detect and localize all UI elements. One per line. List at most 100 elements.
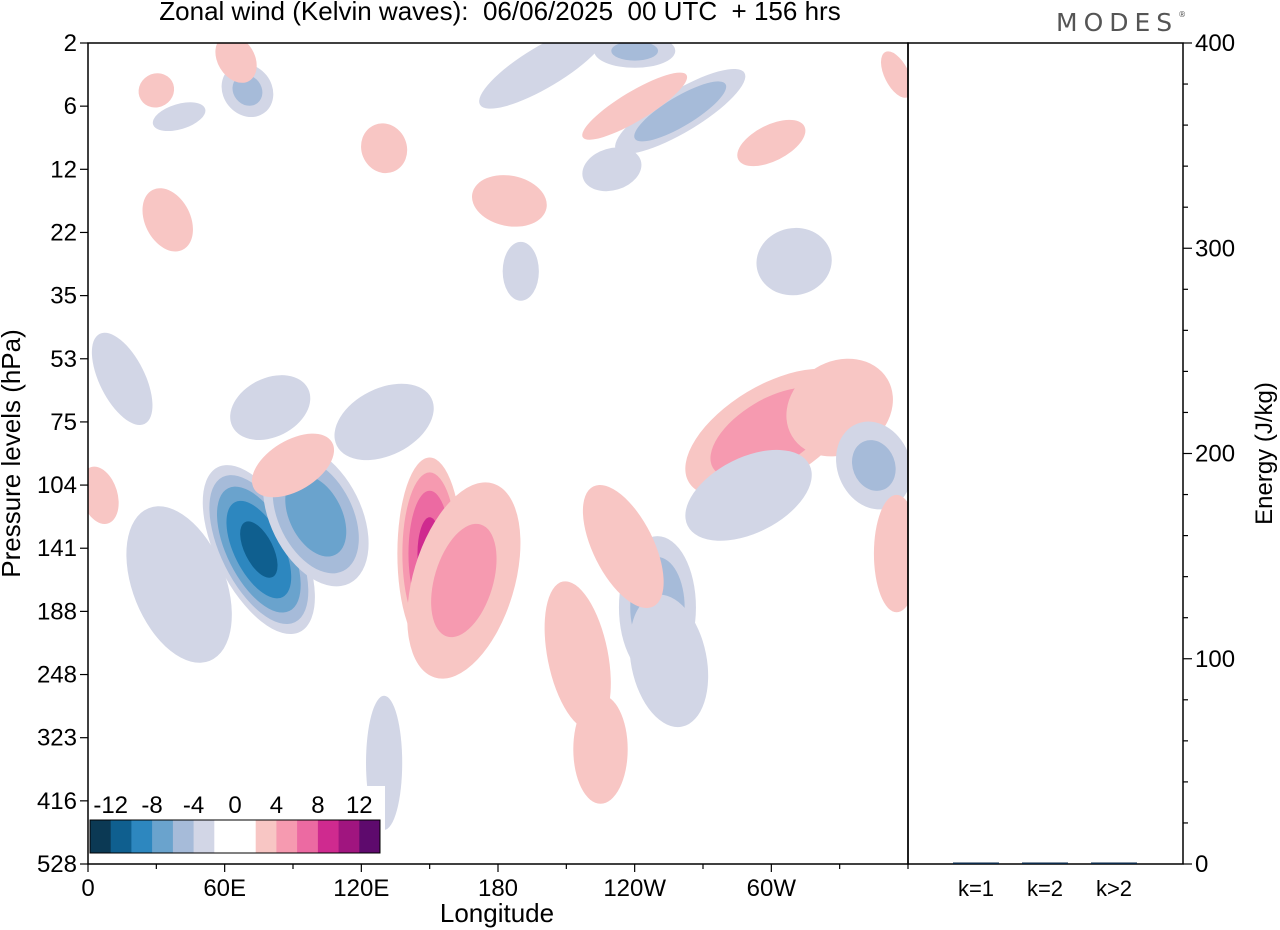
zonal-wind-contours [88,43,908,830]
energy-axis-label: Energy (J/kg) [1251,382,1278,525]
contour-feature [91,332,153,425]
contour-feature [594,43,676,68]
contour-band [611,43,659,61]
contour-band [152,102,206,132]
colorbar-cell [152,820,174,853]
contour-band [361,123,408,174]
contour-feature [126,506,232,663]
y-tick-label: 53 [50,346,77,373]
energy-axes: 0 100 200 300 400 Energy (J/kg) k=1 k=2 k>2 [907,30,1278,901]
contour-band [251,433,335,498]
contour-feature [685,449,812,541]
contour-band [573,694,628,804]
y-tick-label: 188 [37,598,77,625]
colorbar-tick-label: 12 [346,792,373,819]
x-tick-label: 120E [333,875,389,902]
contour-band [544,581,611,730]
contour-feature [334,383,434,461]
contour-feature [251,433,335,498]
y-tick-label: 6 [64,93,77,120]
x-tick-label: 180 [478,875,518,902]
energy-tick-label: 0 [1195,851,1208,878]
energy-category-label: k=1 [958,876,994,901]
contour-band [629,594,709,728]
energy-tick-label: 200 [1195,441,1235,468]
contour-feature [629,594,709,728]
y-axis-label: Pressure levels (hPa) [0,329,26,578]
contour-feature [836,421,908,510]
x-tick-label: 60W [747,875,797,902]
y-tick-label: 104 [37,472,77,499]
contour-feature [502,241,539,301]
y-tick-label: 416 [37,788,77,815]
colorbar-cell [172,820,194,853]
x-tick-label: 120W [603,875,666,902]
contour-band [582,72,688,140]
contour-band [873,494,908,613]
colorbar: -12 -8 -4 0 4 8 12 [87,786,385,859]
colorbar-cell [235,820,257,853]
contour-feature [471,175,547,227]
colorbar-tick-label: -8 [141,792,162,819]
contour-feature [582,485,664,609]
colorbar-cell [317,820,339,853]
contour-feature [215,43,257,83]
colorbar-cell [214,820,236,853]
contour-band [582,485,664,609]
y-tick-label: 22 [50,219,77,246]
colorbar-cell [297,820,319,853]
contour-band [230,375,311,440]
y-tick-label: 2 [64,30,77,57]
contour-feature [544,581,611,730]
contour-band [756,227,832,296]
contour-band [240,521,278,578]
energy-category-label: k=2 [1027,876,1063,901]
colorbar-cell [131,820,153,853]
contour-feature [230,375,311,440]
contour-feature [737,119,806,167]
logo-mark: ® [1178,10,1187,19]
contour-feature [880,51,908,98]
contour-band [479,43,608,109]
contour-feature [152,102,206,132]
y-tick-label: 141 [37,535,77,562]
contour-feature [873,494,908,613]
colorbar-tick-label: 0 [228,792,241,819]
contour-feature [202,465,315,635]
colorbar-cell [193,820,215,853]
y-tick-label: 35 [50,283,77,310]
x-tick-label: 0 [81,875,94,902]
colorbar-cell [110,820,132,853]
contour-band [334,383,434,461]
contour-band [138,73,175,108]
contour-feature [361,123,408,174]
contour-band [285,475,347,557]
contour-band [91,332,153,425]
colorbar-tick-label: 8 [311,792,324,819]
contour-feature [582,72,688,140]
energy-bar [1022,862,1068,864]
contour-band [126,506,232,663]
contour-band [582,147,642,192]
contour-feature [615,68,746,154]
contour-feature [582,147,642,192]
contour-band [471,175,547,227]
contour-band [88,466,119,524]
contour-feature [573,694,628,804]
contour-feature [479,43,608,109]
modes-logo: MODES® [1056,8,1186,37]
contour-band [685,449,812,541]
contour-band [634,81,727,142]
energy-tick-label: 100 [1195,646,1235,673]
energy-tick-label: 300 [1195,235,1235,262]
colorbar-tick-label: 4 [270,792,283,819]
y-tick-label: 75 [50,409,77,436]
contour-feature [142,188,193,252]
contour-feature [138,73,175,108]
y-tick-label: 323 [37,725,77,752]
energy-bar [1091,862,1137,864]
y-tick-label: 528 [37,851,77,878]
colorbar-cell [338,820,360,853]
colorbar-cell [359,820,381,853]
